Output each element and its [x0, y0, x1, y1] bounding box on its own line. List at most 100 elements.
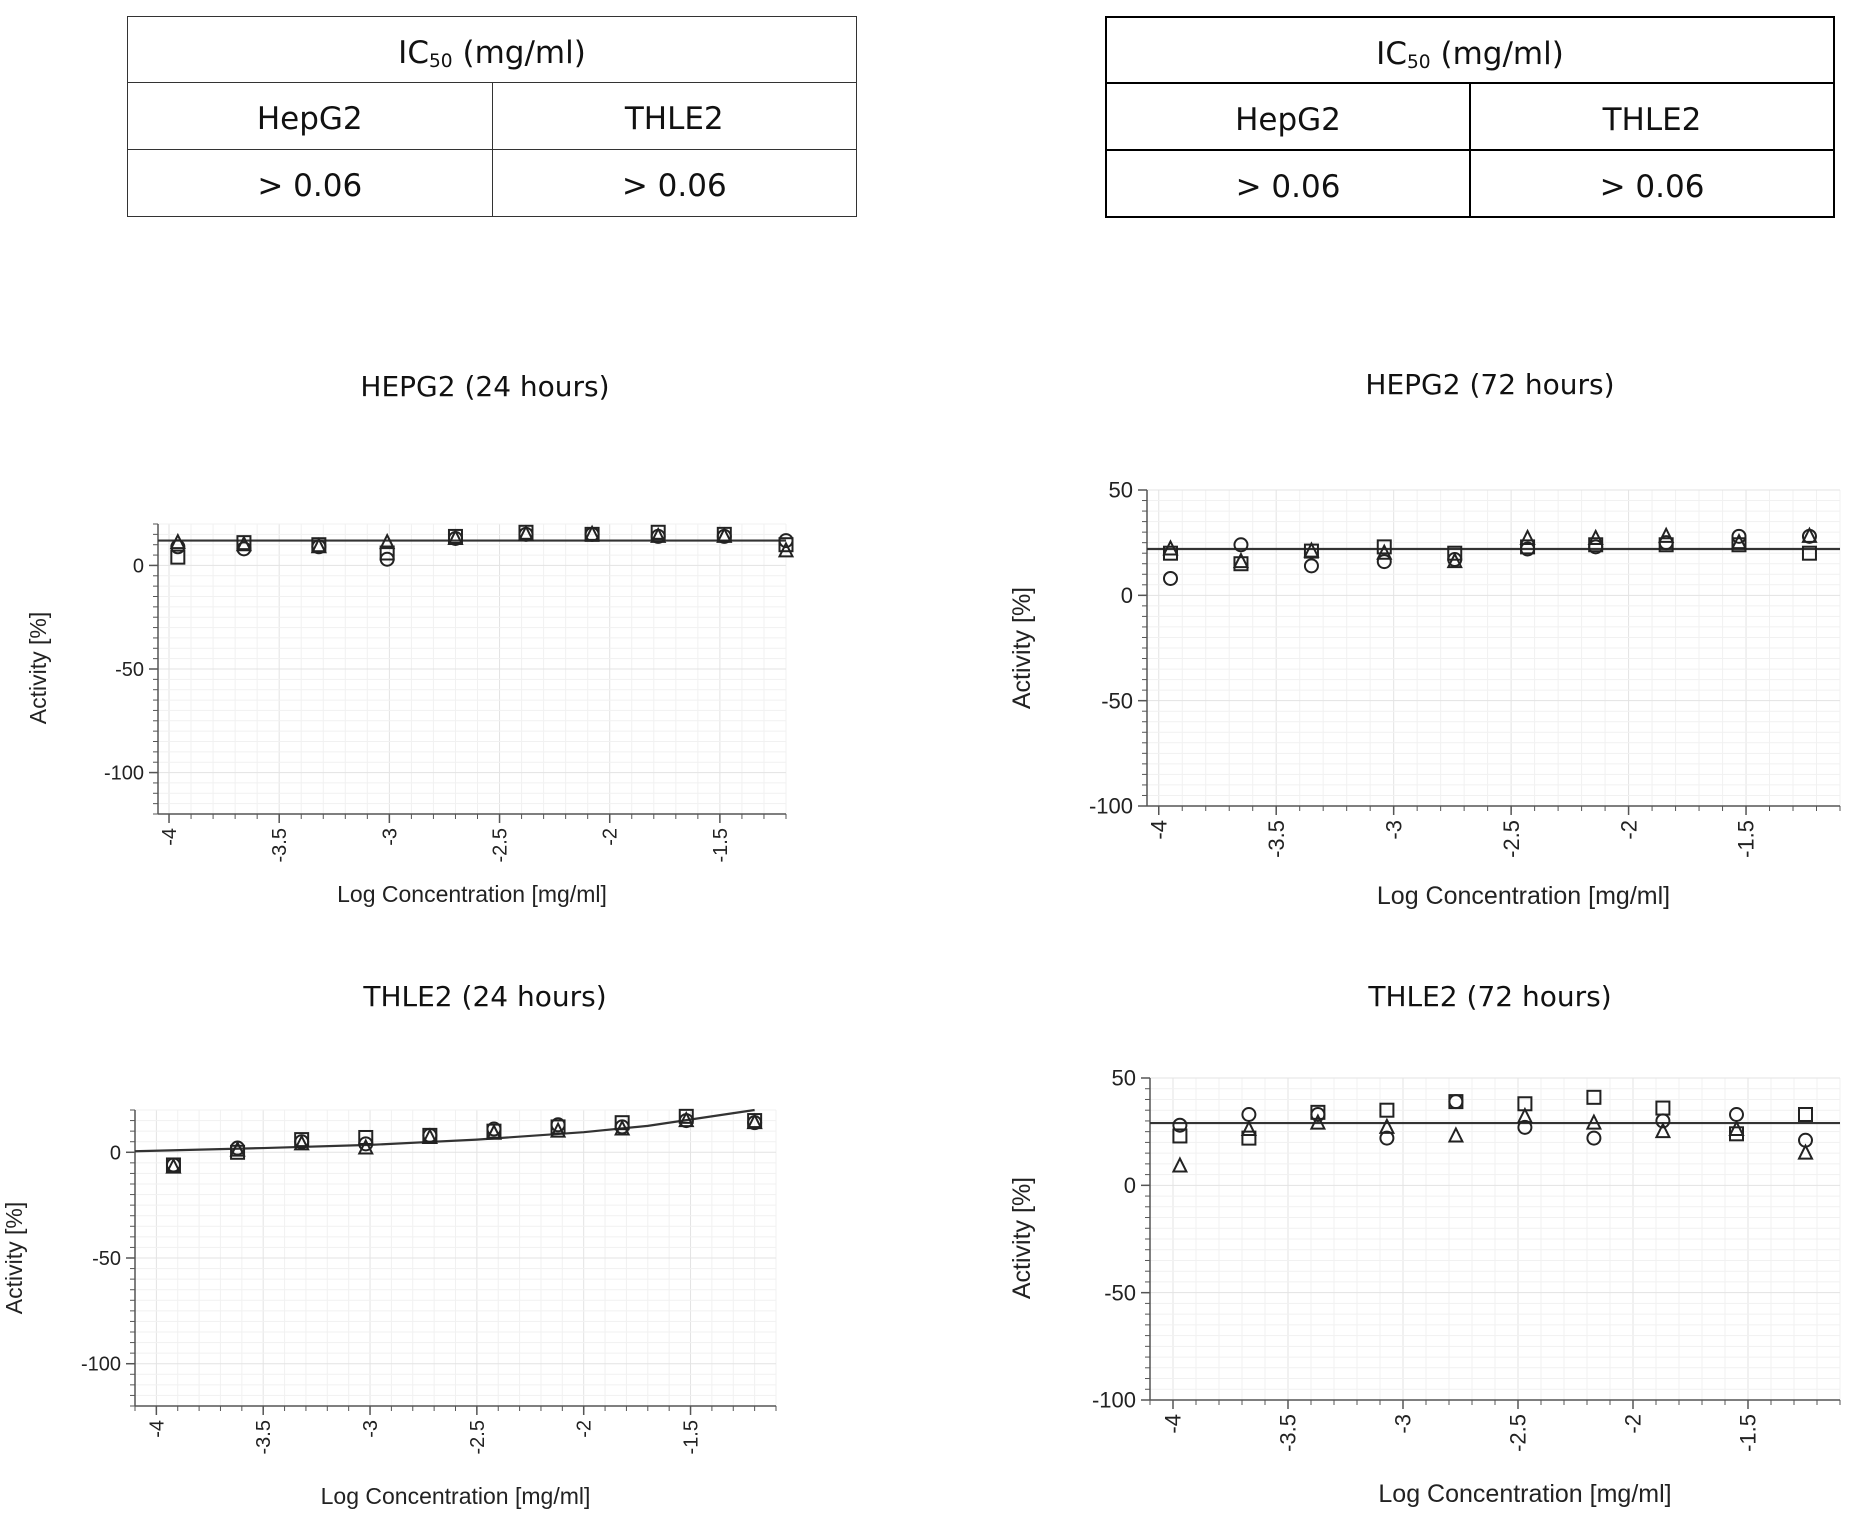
chart-title-hepg2-72h: HEPG2 (72 hours): [1365, 368, 1615, 401]
data-point-square: [1241, 1130, 1257, 1146]
series-circle: [170, 526, 794, 567]
data-point-triangle: [379, 532, 396, 550]
data-point-triangle: [1516, 1106, 1534, 1124]
ic50-table-left: IC50 (mg/ml) HepG2 THLE2 > 0.06 > 0.06: [127, 16, 857, 217]
data-point-square: [1586, 1089, 1602, 1105]
chart-2: 0 -50 -100 -4 -3.5 -3 -2.5 -2 -1.5 Log Concentrat…: [1, 1108, 777, 1509]
data-point-triangle: [678, 1110, 695, 1128]
grid: [1147, 489, 1841, 807]
x-tick-label: -3: [379, 828, 401, 846]
chart-1: 50 0 -50 -100 -4 -3.5 -3 -2.5 -2 -1.5 Log Concentr…: [1008, 478, 1841, 910]
x-tick-label: -2: [574, 1420, 596, 1438]
data-point-triangle: [517, 524, 535, 541]
y-axis-label: Activity [%]: [25, 612, 51, 724]
data-point-triangle: [716, 526, 733, 543]
y-tick-label: -50: [1104, 1280, 1136, 1305]
y-tick-label: -50: [115, 659, 144, 681]
grid: [1149, 1077, 1841, 1401]
y-tick-label: -100: [81, 1354, 121, 1376]
data-point-triangle: [1728, 1119, 1745, 1137]
x-tick-label: -3.5: [1264, 820, 1289, 858]
y-axis-label: Activity [%]: [1008, 1177, 1036, 1299]
data-point-triangle: [1232, 551, 1250, 569]
data-point-square: [294, 1132, 310, 1148]
data-point-triangle: [1309, 1113, 1327, 1130]
data-point-triangle: [165, 1157, 182, 1174]
data-point-circle: [1379, 1130, 1395, 1146]
x-tick-label: -1.5: [710, 828, 732, 862]
chart-title-hepg2-24h: HEPG2 (24 hours): [360, 370, 610, 403]
x-tick-label: -3.5: [1276, 1414, 1301, 1452]
y-tick-label: 0: [110, 1142, 121, 1164]
data-point-square: [1310, 1104, 1326, 1120]
x-tick-label: -1.5: [1736, 1414, 1761, 1452]
data-point-square: [1655, 1100, 1671, 1116]
y-tick-label: 0: [1121, 583, 1133, 608]
x-tick-label: -3: [1391, 1414, 1416, 1434]
data-point-square: [1520, 539, 1536, 555]
series-square: [165, 1108, 763, 1173]
y-tick-label: -50: [1101, 688, 1133, 713]
chart-3: 50 0 -50 -100 -4 -3.5 -3 -2.5 -2 -1.5 Log Concentr…: [1008, 1066, 1841, 1508]
data-point-triangle: [1585, 1113, 1603, 1130]
x-tick-label: -2: [1621, 1414, 1646, 1434]
data-point-triangle: [485, 1123, 503, 1140]
data-point-triangle: [229, 1140, 246, 1157]
data-point-square: [358, 1129, 374, 1145]
chart-0: 0 -50 -100 -4 -3.5 -3 -2.5 -2 -1.5 Log Concentrat…: [25, 523, 795, 907]
x-axis-label: Log Concentration [mg/ml]: [321, 1483, 591, 1509]
series-triangle: [165, 1110, 763, 1174]
y-tick-label: -100: [1089, 794, 1133, 819]
data-point-square: [1447, 545, 1463, 561]
x-tick-label: -3.5: [253, 1420, 275, 1454]
y-tick-label: -100: [1092, 1388, 1136, 1413]
data-point-triangle: [357, 1138, 374, 1155]
x-tick-label: -3: [1381, 820, 1406, 840]
data-point-circle: [1162, 570, 1178, 586]
y-tick-label: 50: [1112, 1066, 1136, 1091]
x-tick-label: -2: [600, 828, 622, 846]
data-point-triangle: [1376, 543, 1393, 560]
chart-title-thle2-72h: THLE2 (72 hours): [1368, 980, 1612, 1013]
data-point-triangle: [583, 524, 601, 541]
data-point-circle: [1448, 1094, 1464, 1110]
x-axis-label: Log Concentration [mg/ml]: [1378, 1480, 1671, 1508]
data-point-triangle: [614, 1119, 631, 1136]
y-axis-label: Activity [%]: [1, 1202, 27, 1314]
data-point-circle: [1731, 528, 1747, 544]
fit-curve: [134, 1108, 755, 1153]
data-point-triangle: [777, 541, 795, 558]
chart-title-thle2-24h: THLE2 (24 hours): [363, 980, 607, 1013]
table-header-thle2: THLE2: [1469, 82, 1835, 151]
data-point-triangle: [1447, 1126, 1465, 1143]
x-tick-label: -4: [1146, 820, 1171, 840]
table-value-thle2: > 0.06: [1469, 149, 1835, 218]
data-point-triangle: [310, 537, 327, 554]
y-tick-label: -50: [92, 1248, 121, 1270]
data-point-circle: [1172, 1117, 1188, 1133]
x-tick-label: -4: [1161, 1414, 1186, 1434]
data-point-triangle: [447, 528, 464, 545]
data-point-triangle: [169, 532, 186, 550]
data-point-square: [550, 1119, 566, 1135]
data-point-circle: [1586, 1130, 1602, 1146]
data-point-square: [1801, 545, 1817, 561]
x-tick-label: -1.5: [1734, 820, 1759, 858]
data-point-triangle: [1587, 528, 1604, 545]
data-point-square: [678, 1108, 694, 1124]
table-value-thle2: > 0.06: [491, 149, 857, 217]
x-tick-label: -1.5: [681, 1420, 703, 1454]
data-point-triangle: [1162, 539, 1179, 556]
ic50-table-right: IC50 (mg/ml) HepG2 THLE2 > 0.06 > 0.06: [1105, 16, 1835, 218]
data-point-triangle: [1658, 526, 1675, 543]
data-point-square: [1731, 537, 1747, 553]
y-tick-label: 0: [133, 555, 144, 577]
table-header-hepg2: HepG2: [1105, 82, 1471, 151]
data-point-triangle: [1797, 1143, 1814, 1160]
x-tick-label: -2: [1616, 820, 1641, 840]
series-circle: [1172, 1094, 1813, 1148]
data-point-square: [230, 1144, 246, 1160]
data-point-triangle: [1730, 532, 1748, 550]
y-tick-label: -100: [104, 763, 144, 785]
data-point-triangle: [549, 1121, 567, 1138]
